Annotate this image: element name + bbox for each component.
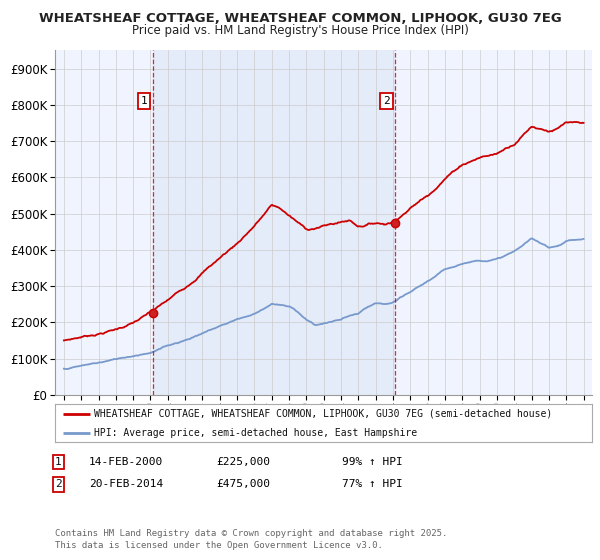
Text: 1: 1: [140, 96, 147, 106]
Text: 2: 2: [55, 479, 62, 489]
Text: WHEATSHEAF COTTAGE, WHEATSHEAF COMMON, LIPHOOK, GU30 7EG (semi-detached house): WHEATSHEAF COTTAGE, WHEATSHEAF COMMON, L…: [94, 409, 552, 419]
Text: 99% ↑ HPI: 99% ↑ HPI: [342, 457, 403, 467]
Text: 1: 1: [55, 457, 62, 467]
Text: 14-FEB-2000: 14-FEB-2000: [89, 457, 163, 467]
Text: 20-FEB-2014: 20-FEB-2014: [89, 479, 163, 489]
Bar: [152, 50, 395, 395]
Text: Contains HM Land Registry data © Crown copyright and database right 2025.
This d: Contains HM Land Registry data © Crown c…: [55, 529, 448, 550]
Text: £475,000: £475,000: [216, 479, 270, 489]
Text: 2: 2: [383, 96, 390, 106]
Text: HPI: Average price, semi-detached house, East Hampshire: HPI: Average price, semi-detached house,…: [94, 428, 417, 438]
Text: Price paid vs. HM Land Registry's House Price Index (HPI): Price paid vs. HM Land Registry's House …: [131, 24, 469, 36]
Text: WHEATSHEAF COTTAGE, WHEATSHEAF COMMON, LIPHOOK, GU30 7EG: WHEATSHEAF COTTAGE, WHEATSHEAF COMMON, L…: [38, 12, 562, 25]
Text: £225,000: £225,000: [216, 457, 270, 467]
Text: 77% ↑ HPI: 77% ↑ HPI: [342, 479, 403, 489]
